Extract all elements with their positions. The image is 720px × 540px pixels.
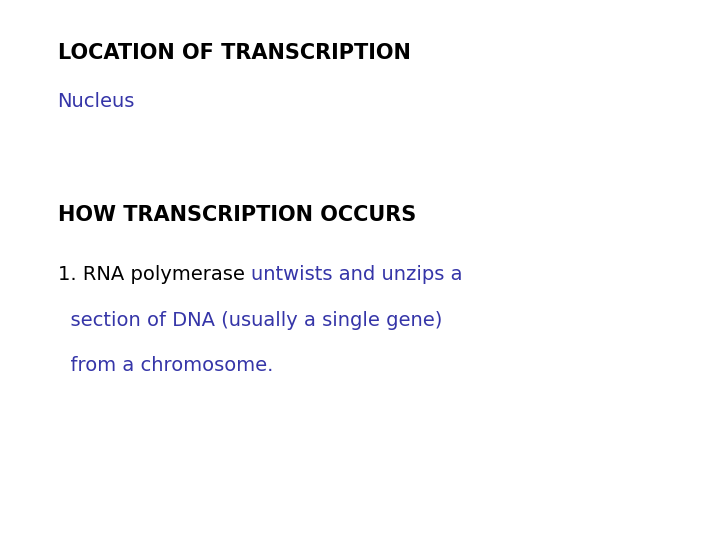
Text: Nucleus: Nucleus [58, 92, 135, 111]
Text: from a chromosome.: from a chromosome. [58, 356, 273, 375]
Text: LOCATION OF TRANSCRIPTION: LOCATION OF TRANSCRIPTION [58, 43, 410, 63]
Text: section of DNA (usually a single gene): section of DNA (usually a single gene) [58, 310, 442, 329]
Text: HOW TRANSCRIPTION OCCURS: HOW TRANSCRIPTION OCCURS [58, 205, 416, 225]
Text: 1. RNA polymerase: 1. RNA polymerase [58, 265, 251, 284]
Text: untwists and unzips a: untwists and unzips a [251, 265, 462, 284]
